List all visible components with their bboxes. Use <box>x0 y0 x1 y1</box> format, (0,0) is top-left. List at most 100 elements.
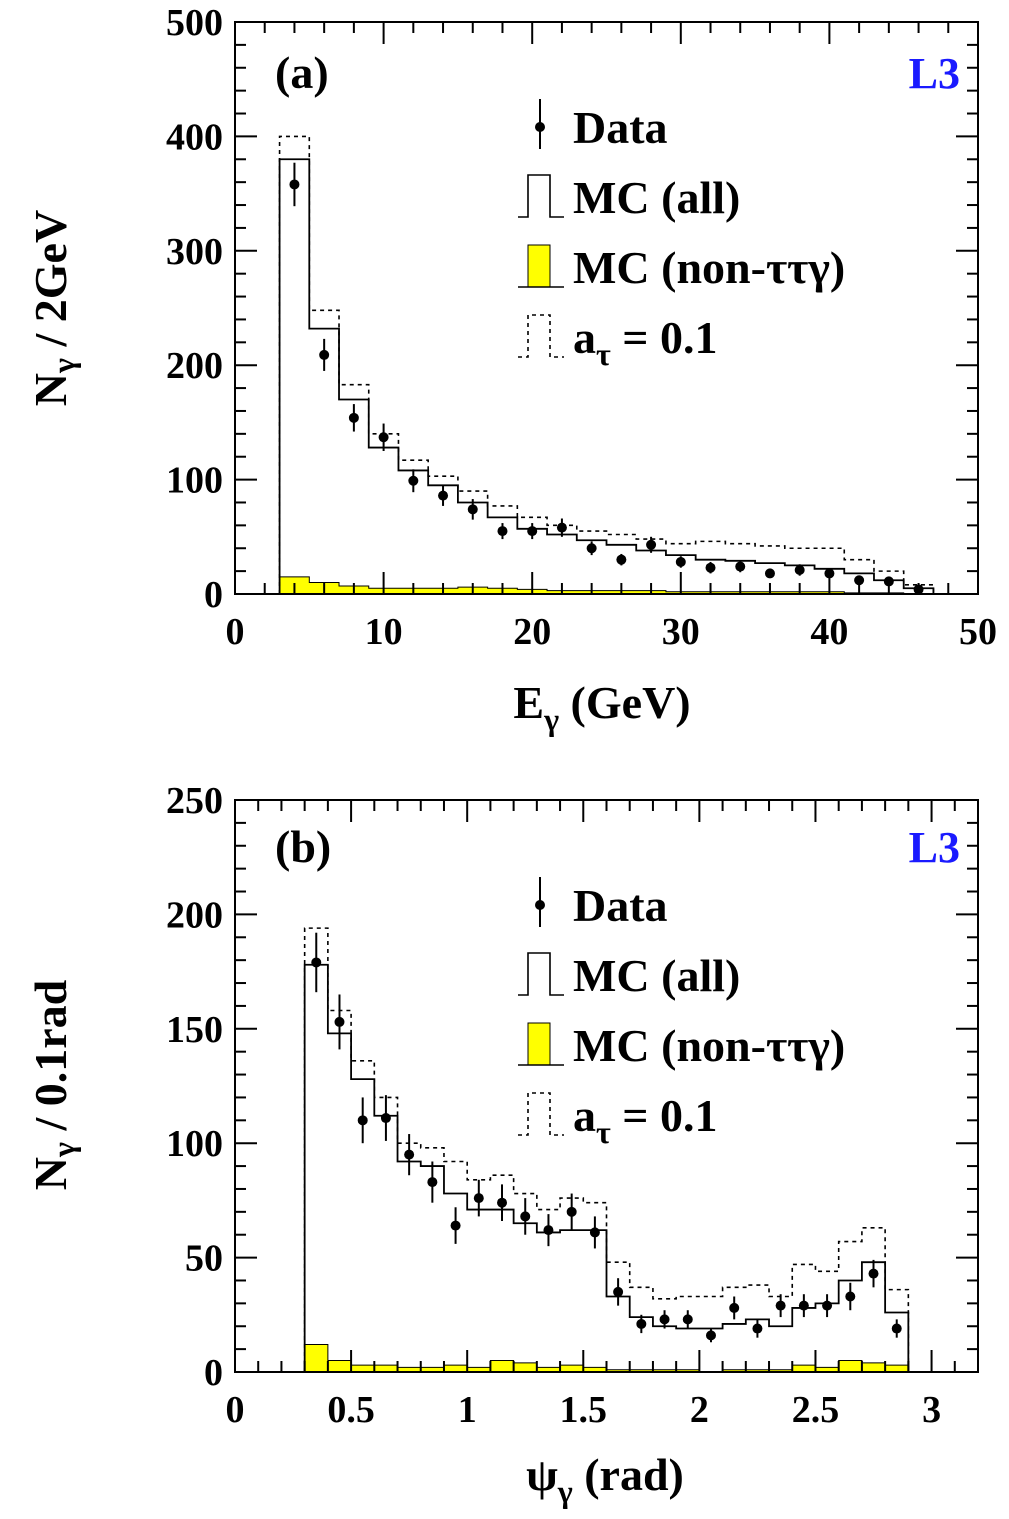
x-axis-label: Eγ (GeV) <box>513 677 690 737</box>
data-point <box>682 1310 693 1329</box>
data-point <box>586 541 597 556</box>
data-point <box>334 994 345 1050</box>
data-point <box>589 1216 600 1249</box>
legend-label: aτ = 0.1 <box>573 312 717 372</box>
y-axis-label: Nγ / 0.1rad <box>25 979 82 1190</box>
x-tick-label: 30 <box>662 611 700 653</box>
data-point <box>616 553 627 566</box>
data-point <box>497 1184 508 1221</box>
data-point <box>636 1314 647 1334</box>
data-point <box>289 162 300 207</box>
data-point <box>735 560 746 573</box>
x-tick-label: 0.5 <box>327 1389 375 1431</box>
legend-label: MC (non-ττγ) <box>573 242 845 293</box>
data-point <box>380 1095 391 1141</box>
x-tick-label: 2.5 <box>792 1389 840 1431</box>
data-point <box>378 423 389 451</box>
x-tick-label: 50 <box>959 611 997 653</box>
hist-mc-non-tautaugamma <box>279 576 934 595</box>
y-tick-label: 200 <box>166 894 223 936</box>
legend-entry-mc_bkg: MC (non-ττγ) <box>518 1020 845 1071</box>
x-tick-label: 2 <box>690 1389 709 1431</box>
x-tick-label: 0 <box>226 611 245 653</box>
y-tick-label: 100 <box>166 460 223 502</box>
legend-entry-data: Data <box>535 877 668 931</box>
x-tick-label: 40 <box>810 611 848 653</box>
data-point <box>854 575 865 586</box>
data-point <box>646 536 657 553</box>
data-point <box>764 568 775 579</box>
data-point <box>473 1179 484 1217</box>
legend-label: Data <box>573 102 668 153</box>
data-point <box>822 1294 833 1318</box>
data-point <box>404 1134 415 1176</box>
x-tick-label: 10 <box>365 611 403 653</box>
data-point <box>348 404 359 432</box>
data-point <box>497 523 508 540</box>
data-point <box>794 564 805 576</box>
experiment-label: L3 <box>909 823 960 872</box>
legend-label: Data <box>573 880 668 931</box>
data-point <box>705 561 716 574</box>
data-point <box>319 338 330 371</box>
data-point <box>427 1161 438 1203</box>
legend-entry-mc_bkg: MC (non-ττγ) <box>518 242 845 293</box>
data-point <box>543 1214 554 1247</box>
x-tick-label: 1.5 <box>560 1389 608 1431</box>
y-tick-label: 300 <box>166 231 223 273</box>
legend-entry-data: Data <box>535 99 668 153</box>
x-tick-label: 20 <box>513 611 551 653</box>
data-point <box>705 1328 716 1343</box>
data-point <box>798 1294 809 1318</box>
legend-entry-a_tau: aτ = 0.1 <box>518 1090 717 1150</box>
legend-entry-a_tau: aτ = 0.1 <box>518 312 717 372</box>
panel-b: 0 50 100 150 200 250 0 0.5 1 1.5 2 2.5 3 ψγ (rad) Nγ /… <box>25 780 979 1509</box>
x-tick-label: 3 <box>922 1389 941 1431</box>
legend-label: MC (all) <box>573 172 740 223</box>
data-point <box>556 518 567 537</box>
data-point <box>438 485 449 506</box>
hist-a-tau <box>278 135 935 594</box>
legend-label: MC (all) <box>573 950 740 1001</box>
data-point <box>775 1294 786 1318</box>
data-point <box>845 1282 856 1311</box>
x-tick-label: 0 <box>226 1389 245 1431</box>
y-tick-label: 200 <box>166 345 223 387</box>
data-point <box>311 932 322 993</box>
experiment-label: L3 <box>909 49 960 98</box>
data-point <box>675 556 686 568</box>
y-tick-label: 250 <box>166 780 223 822</box>
data-point <box>891 1319 902 1338</box>
legend-entry-mc_all: MC (all) <box>518 172 740 223</box>
data-point <box>659 1310 670 1329</box>
data-point <box>752 1319 763 1338</box>
y-tick-label: 50 <box>185 1238 223 1280</box>
y-tick-label: 500 <box>166 2 223 44</box>
data-point <box>450 1207 461 1244</box>
hist-mc-all <box>303 963 910 1372</box>
panel-label: (a) <box>275 47 329 98</box>
y-tick-label: 0 <box>204 574 223 616</box>
y-tick-label: 0 <box>204 1352 223 1394</box>
hist-mc-all <box>278 158 935 594</box>
y-tick-label: 400 <box>166 116 223 158</box>
legend-label: MC (non-ττγ) <box>573 1020 845 1071</box>
plot-frame <box>234 21 979 595</box>
y-tick-label: 150 <box>166 1009 223 1051</box>
data-point <box>520 1198 531 1235</box>
x-axis-label: ψγ (rad) <box>526 1449 684 1509</box>
data-point <box>729 1296 740 1320</box>
panel-label: (b) <box>275 821 331 872</box>
data-point <box>408 469 419 493</box>
y-tick-label: 100 <box>166 1123 223 1165</box>
panel-a: 0 100 200 300 400 500 0 10 20 30 40 50 Eγ (GeV) Nγ / … <box>25 2 997 737</box>
data-point <box>566 1193 577 1231</box>
data-point <box>467 499 478 520</box>
x-tick-label: 1 <box>458 1389 477 1431</box>
data-point <box>613 1278 624 1306</box>
y-axis-label: Nγ / 2GeV <box>25 210 82 406</box>
data-point <box>357 1097 368 1144</box>
data-point <box>868 1259 879 1288</box>
legend-label: aτ = 0.1 <box>573 1090 717 1150</box>
